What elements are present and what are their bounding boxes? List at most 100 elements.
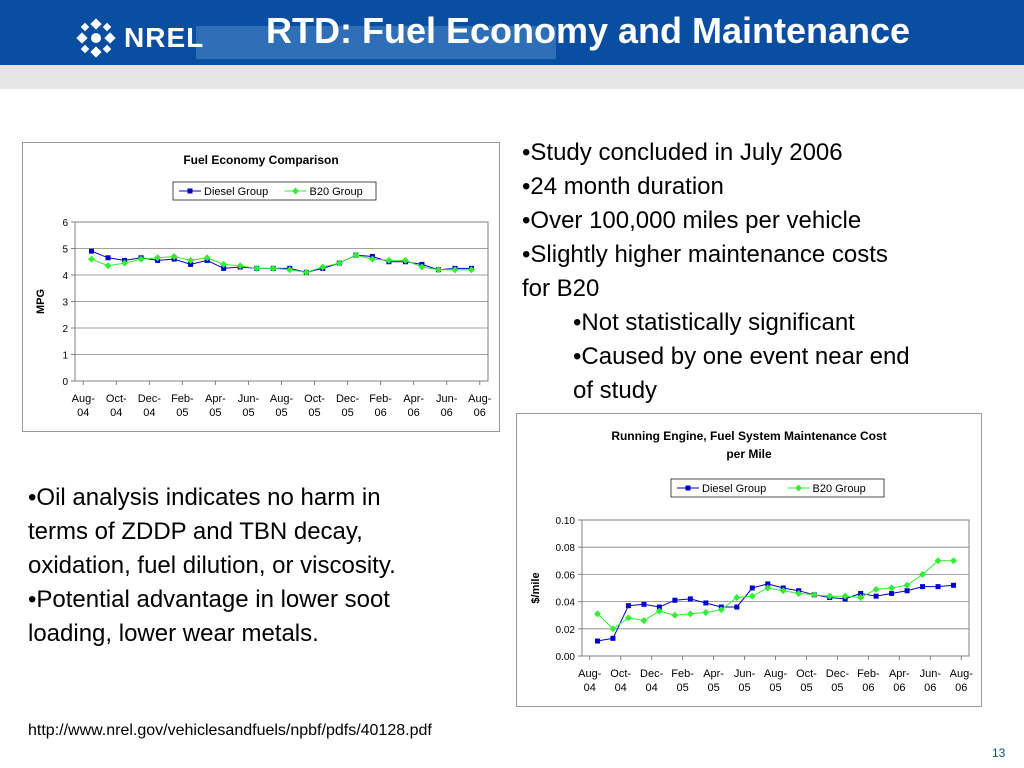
x-tick-label: 06	[474, 407, 486, 419]
x-tick-label: 06	[862, 682, 874, 694]
y-tick-label: 0.06	[556, 570, 576, 581]
data-point	[935, 584, 941, 590]
data-point	[385, 256, 393, 264]
data-point	[903, 581, 911, 589]
bullet-line: •Oil analysis indicates no harm in	[28, 484, 381, 511]
x-tick-label: Dec-	[826, 668, 850, 680]
data-point	[434, 266, 442, 274]
chart-title: Running Engine, Fuel System Maintenance …	[611, 429, 886, 443]
x-tick-label: Aug-	[270, 393, 294, 405]
data-point	[104, 262, 112, 270]
data-point	[872, 585, 880, 593]
x-tick-label: Dec-	[336, 393, 360, 405]
data-point	[187, 256, 195, 264]
x-tick-label: 04	[615, 682, 627, 694]
data-point	[302, 268, 310, 276]
maintenance-cost-chart-svg: Running Engine, Fuel System Maintenance …	[530, 429, 974, 694]
legend-label: B20 Group	[813, 483, 866, 495]
bullet-line: •Over 100,000 miles per vehicle	[522, 207, 862, 234]
legend-box	[172, 181, 377, 201]
x-tick-label: 04	[77, 407, 89, 419]
header-bar: NREL RTD: Fuel Economy and Maintenance	[0, 0, 1024, 89]
x-tick-label: Apr-	[205, 393, 226, 405]
data-point	[717, 606, 725, 614]
page-number: 13	[992, 746, 1006, 760]
data-point	[764, 584, 772, 592]
sub-bullet-line: •Not statistically significant	[573, 309, 855, 336]
series-line	[91, 250, 472, 273]
data-point	[594, 638, 600, 644]
x-tick-label: Feb-	[857, 668, 880, 680]
data-point	[873, 593, 879, 599]
data-point	[810, 591, 818, 599]
bullet-line: loading, lower wear metals.	[28, 620, 319, 647]
data-point	[236, 262, 244, 270]
x-tick-label: 05	[341, 407, 353, 419]
x-tick-label: 05	[275, 407, 287, 419]
x-tick-label: Feb-	[671, 668, 694, 680]
y-tick-label: 0.10	[556, 516, 576, 527]
data-point	[170, 252, 178, 260]
data-point	[88, 255, 96, 263]
y-tick-label: 0.02	[556, 625, 576, 636]
x-tick-label: 06	[893, 682, 905, 694]
slide-title: RTD: Fuel Economy and Maintenance	[266, 10, 911, 51]
data-point	[734, 604, 740, 610]
data-point	[286, 266, 294, 274]
x-tick-label: Apr-	[703, 668, 724, 680]
sub-bullet-line: of study	[573, 377, 658, 404]
data-point	[641, 601, 647, 607]
logo-text: NREL	[124, 22, 205, 53]
fuel-economy-chart: Fuel Economy Comparison Diesel Group B20 G…	[22, 142, 500, 432]
plot-area	[581, 519, 970, 657]
bullet-line: •Potential advantage in lower soot	[28, 586, 390, 613]
x-tick-label: 04	[110, 407, 122, 419]
data-point	[640, 617, 648, 625]
x-tick-label: 05	[242, 407, 254, 419]
bullet-line: terms of ZDDP and TBN decay,	[28, 518, 363, 545]
legend-label: B20 Group	[310, 186, 363, 198]
data-point	[335, 259, 343, 267]
data-point	[609, 625, 617, 633]
data-point	[655, 607, 663, 615]
sub-bullet-line: •Caused by one event near end	[573, 343, 910, 370]
x-tick-label: Aug-	[578, 668, 602, 680]
data-point	[857, 594, 865, 602]
bullets-left: •Oil analysis indicates no harm in terms…	[28, 481, 396, 651]
y-tick-label: 5	[62, 245, 68, 256]
source-link[interactable]: http://www.nrel.gov/vehiclesandfuels/npb…	[28, 722, 432, 739]
data-point	[220, 260, 228, 268]
y-axis-label: MPG	[35, 289, 47, 314]
x-tick-label: 04	[646, 682, 658, 694]
chart-title: per Mile	[726, 447, 772, 461]
bullet-line: for B20	[522, 275, 600, 302]
legend-marker	[795, 484, 802, 492]
x-tick-label: 05	[209, 407, 221, 419]
data-point	[919, 570, 927, 578]
data-point	[748, 592, 756, 600]
x-tick-label: Apr-	[889, 668, 910, 680]
y-tick-label: 1	[62, 351, 68, 362]
y-tick-label: 0.00	[556, 652, 576, 663]
data-point	[779, 587, 787, 595]
bullet-line: •Study concluded in July 2006	[522, 139, 843, 166]
data-point	[904, 588, 910, 594]
x-tick-label: 05	[308, 407, 320, 419]
x-tick-label: Jun-	[436, 393, 458, 405]
x-tick-label: Aug-	[950, 668, 974, 680]
data-point	[686, 610, 694, 618]
data-point	[467, 266, 475, 274]
data-point	[888, 584, 896, 592]
data-point	[795, 589, 803, 597]
bullet-line: •Slightly higher maintenance costs	[522, 241, 888, 268]
data-point	[671, 611, 679, 619]
x-tick-label: 04	[143, 407, 155, 419]
x-tick-label: 04	[584, 682, 596, 694]
legend-marker	[187, 188, 193, 194]
data-point	[89, 248, 95, 254]
data-point	[624, 614, 632, 622]
x-tick-label: 05	[738, 682, 750, 694]
data-point	[858, 590, 864, 596]
maintenance-cost-chart: Running Engine, Fuel System Maintenance …	[516, 413, 982, 707]
legend-marker	[685, 485, 691, 491]
